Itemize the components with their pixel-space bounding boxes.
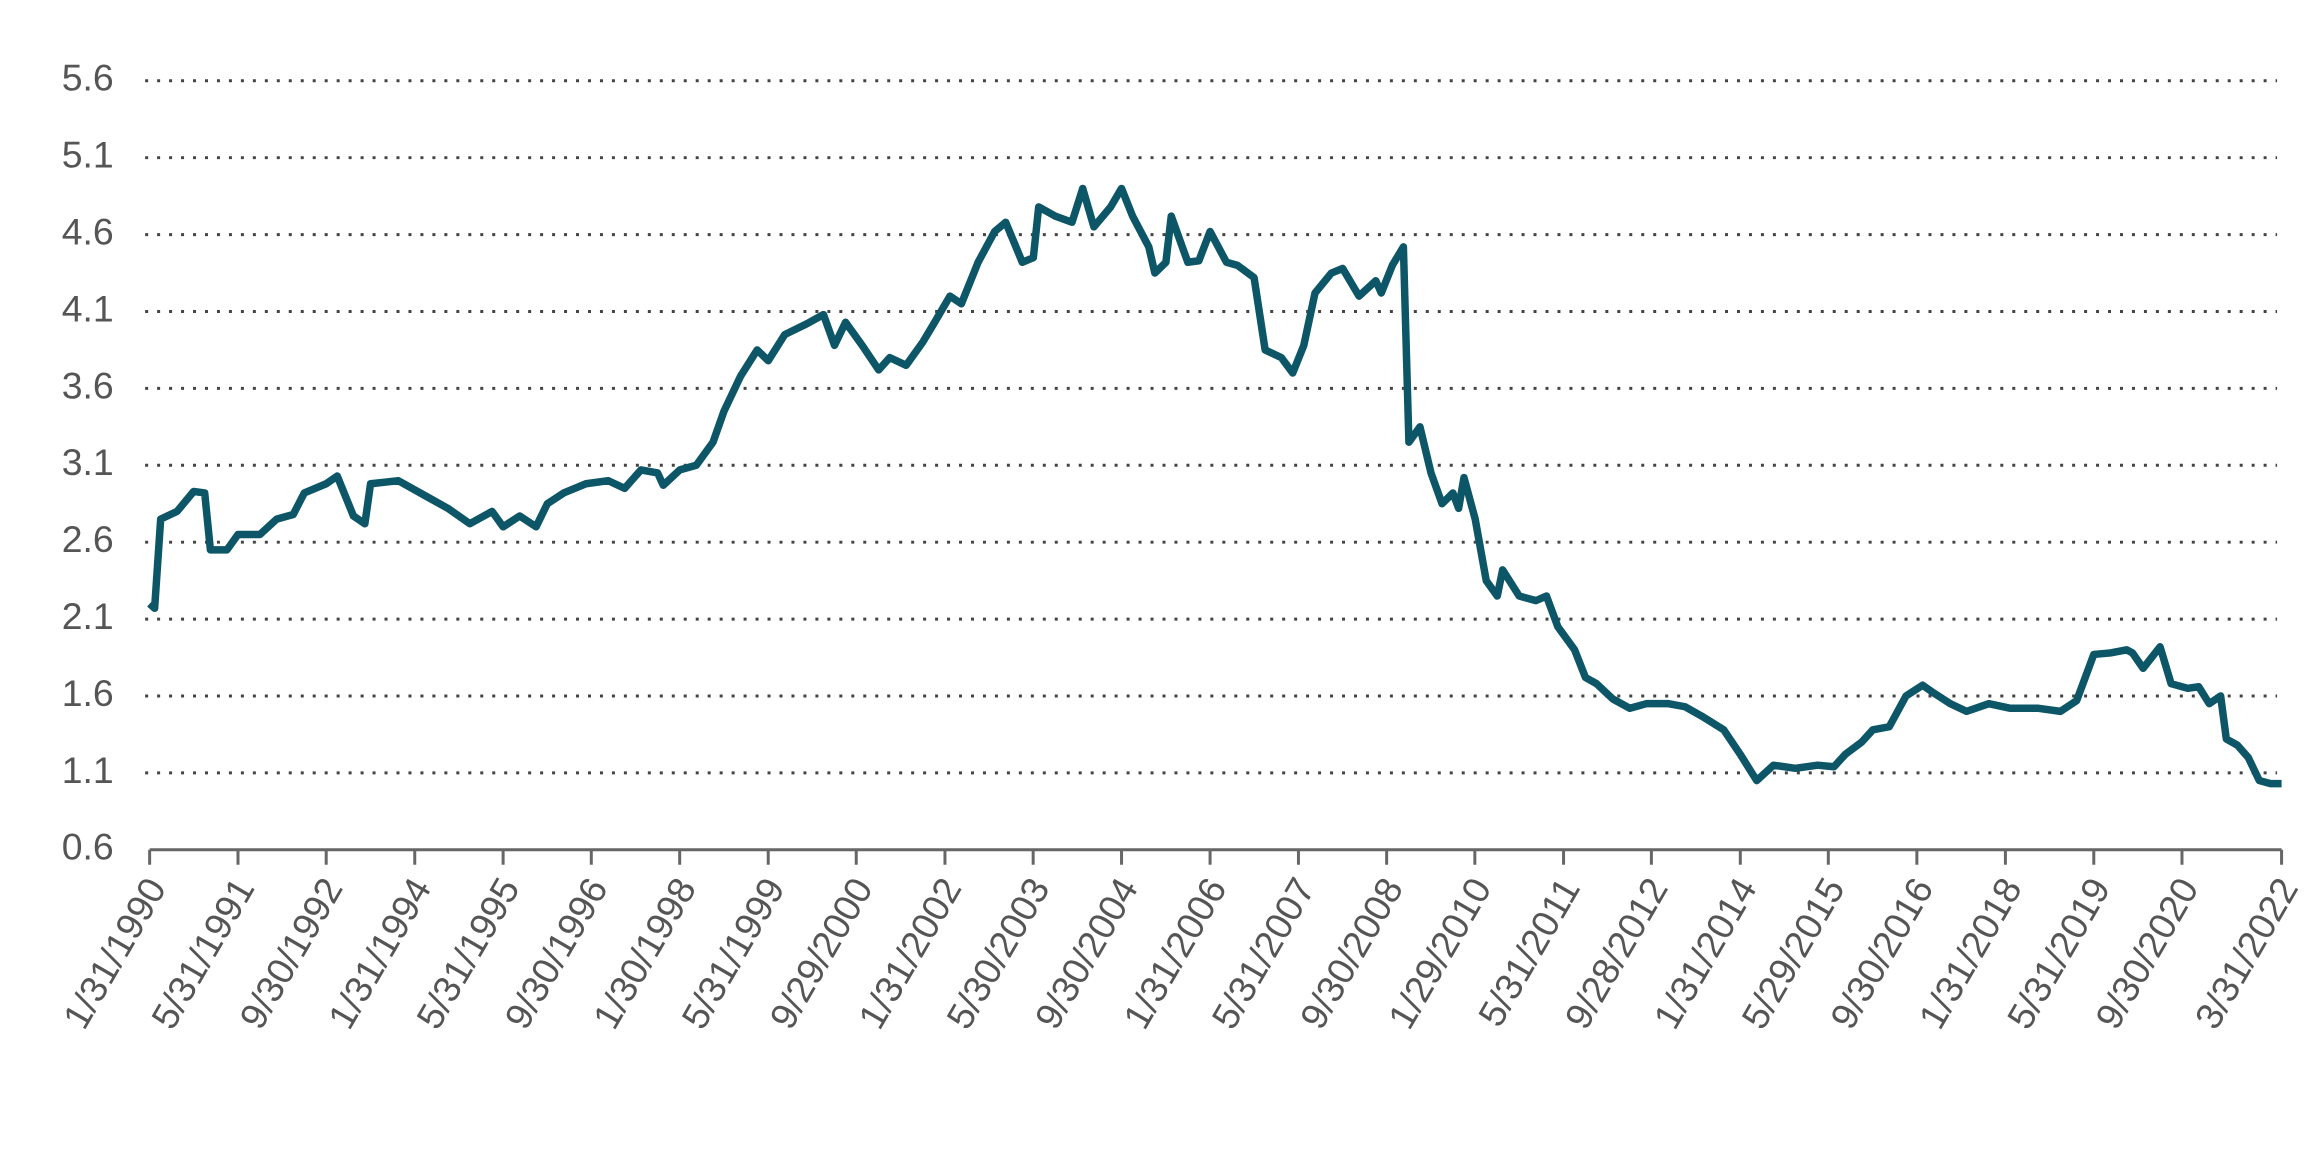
y-tick-label: 4.1 <box>62 287 114 329</box>
x-tick-label: 3/31/2022 <box>2186 871 2306 1036</box>
y-tick-label: 5.1 <box>62 134 114 176</box>
y-tick-label: 2.6 <box>62 518 114 560</box>
y-tick-label: 4.6 <box>62 210 114 252</box>
y-tick-label: 2.1 <box>62 595 114 637</box>
y-tick-label: 5.6 <box>62 57 114 99</box>
y-tick-label: 0.6 <box>62 826 114 868</box>
y-tick-label: 1.1 <box>62 749 114 791</box>
data-line <box>147 184 2282 788</box>
y-tick-label: 1.6 <box>62 672 114 714</box>
y-tick-label: 3.6 <box>62 364 114 406</box>
y-tick-label: 3.1 <box>62 441 114 483</box>
